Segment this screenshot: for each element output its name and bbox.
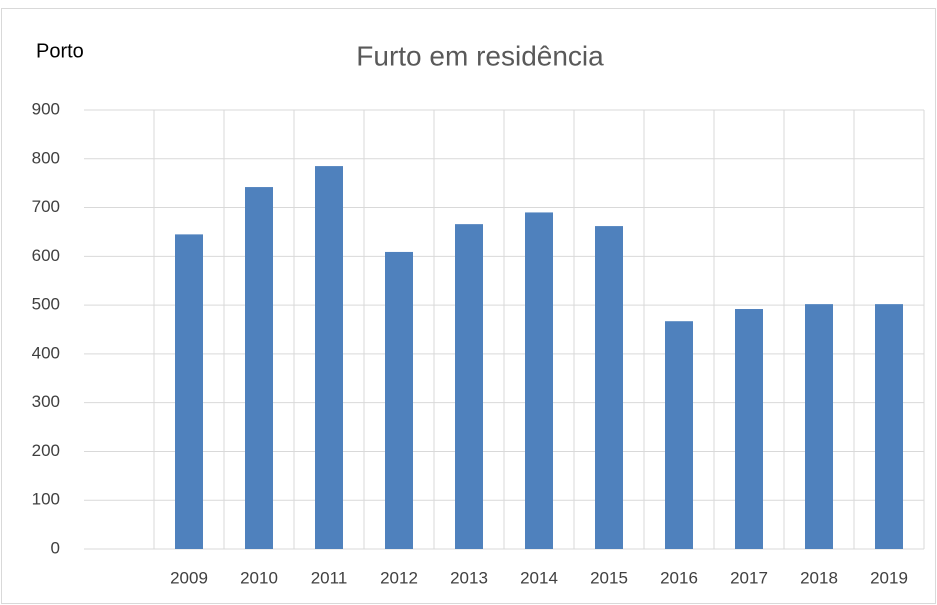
bar xyxy=(875,304,903,549)
x-tick-label: 2011 xyxy=(311,568,348,587)
y-tick-label: 100 xyxy=(32,490,60,509)
y-tick-label: 600 xyxy=(32,246,60,265)
x-tick-label: 2010 xyxy=(240,568,278,587)
y-tick-label: 0 xyxy=(51,538,60,557)
bar xyxy=(735,309,763,549)
bar xyxy=(245,187,273,549)
x-tick-label: 2016 xyxy=(660,568,698,587)
chart-title: Furto em residência xyxy=(356,40,604,71)
annotation: Porto xyxy=(36,40,84,62)
x-tick-label: 2015 xyxy=(590,568,628,587)
bar xyxy=(455,224,483,549)
x-tick-label: 2018 xyxy=(800,568,838,587)
y-tick-label: 900 xyxy=(32,99,60,118)
bar xyxy=(525,212,553,549)
y-tick-label: 400 xyxy=(32,343,60,362)
y-tick-label: 200 xyxy=(32,441,60,460)
bar xyxy=(385,251,413,549)
bar xyxy=(315,166,343,549)
x-tick-label: 2017 xyxy=(730,568,768,587)
x-tick-label: 2013 xyxy=(450,568,488,587)
bar xyxy=(595,226,623,549)
x-tick-label: 2014 xyxy=(520,568,558,587)
y-tick-label: 700 xyxy=(32,197,60,216)
bar xyxy=(175,234,203,549)
bar xyxy=(805,304,833,549)
y-tick-label: 800 xyxy=(32,148,60,167)
y-tick-label: 300 xyxy=(32,392,60,411)
bar xyxy=(665,321,693,549)
y-tick-label: 500 xyxy=(32,295,60,314)
x-tick-label: 2012 xyxy=(380,568,418,587)
x-tick-label: 2009 xyxy=(170,568,208,587)
x-tick-label: 2019 xyxy=(870,568,908,587)
